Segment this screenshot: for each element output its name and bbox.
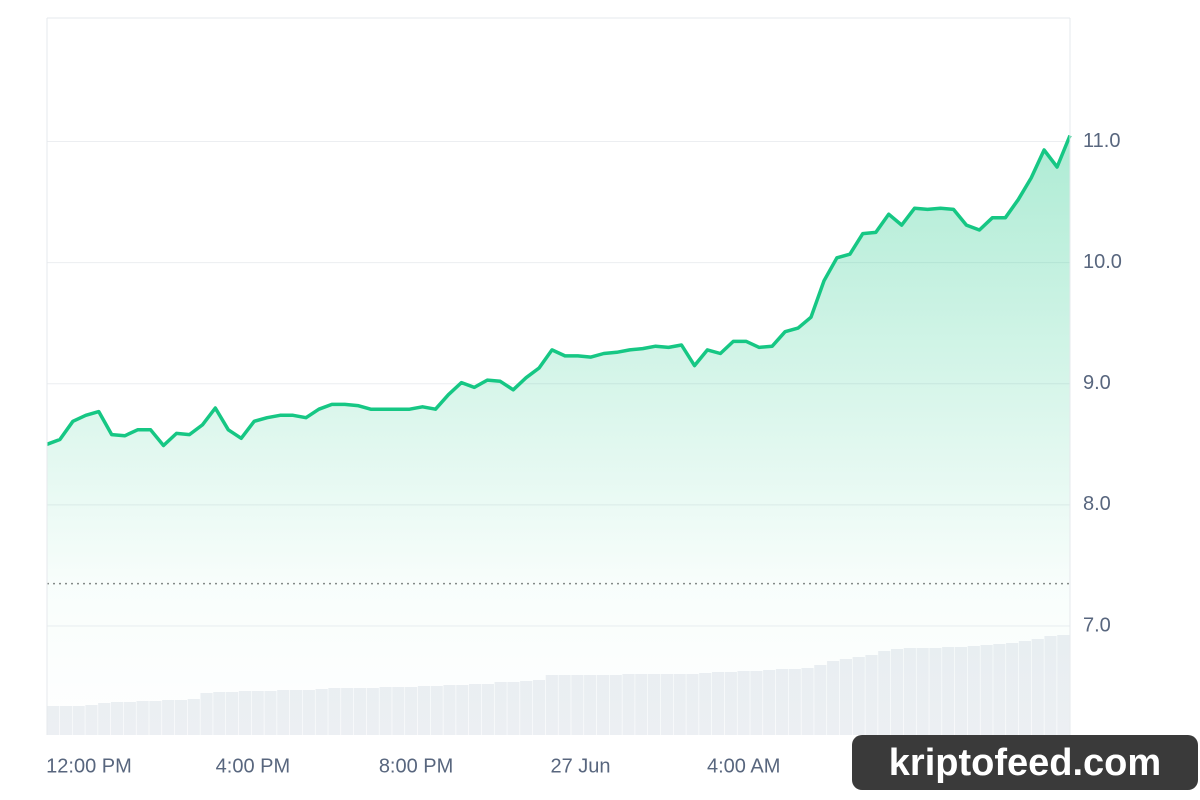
x-tick-label: 12:00 PM <box>46 755 132 777</box>
x-tick-label: 8:00 PM <box>379 755 453 777</box>
area <box>47 135 1070 735</box>
plot: 7.0 8.0 9.0 10.0 11.0 12:00 PM 4:00 PM 8:00 PM 2… <box>46 130 1122 777</box>
y-tick-label: 7.0 <box>1083 614 1111 636</box>
x-tick-label: 4:00 PM <box>216 755 290 777</box>
watermark-box <box>852 735 1198 790</box>
y-tick-label: 8.0 <box>1083 493 1111 515</box>
y-tick-label: 9.0 <box>1083 372 1111 394</box>
x-tick-label: 4:00 AM <box>707 755 780 777</box>
line <box>46 134 1072 448</box>
y-tick-label: 11.0 <box>1083 130 1120 152</box>
x-tick-label: 27 Jun <box>550 755 610 777</box>
y-tick-label: 10.0 <box>1083 251 1122 273</box>
watermark: kriptofeed.com <box>889 742 1161 784</box>
